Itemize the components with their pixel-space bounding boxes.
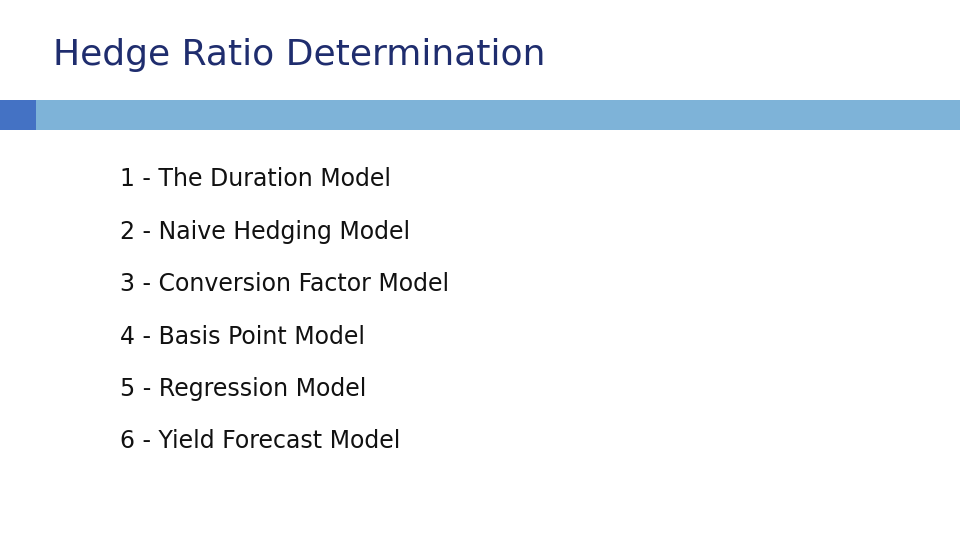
Bar <box>36 100 960 130</box>
Text: 1 - The Duration Model: 1 - The Duration Model <box>120 167 391 191</box>
Text: 4 - Basis Point Model: 4 - Basis Point Model <box>120 325 365 348</box>
Text: 3 - Conversion Factor Model: 3 - Conversion Factor Model <box>120 272 449 296</box>
Text: 2 - Naive Hedging Model: 2 - Naive Hedging Model <box>120 220 410 244</box>
Text: Hedge Ratio Determination: Hedge Ratio Determination <box>53 38 545 72</box>
Bar <box>0 100 36 130</box>
Text: 6 - Yield Forecast Model: 6 - Yield Forecast Model <box>120 429 400 453</box>
Text: 5 - Regression Model: 5 - Regression Model <box>120 377 367 401</box>
